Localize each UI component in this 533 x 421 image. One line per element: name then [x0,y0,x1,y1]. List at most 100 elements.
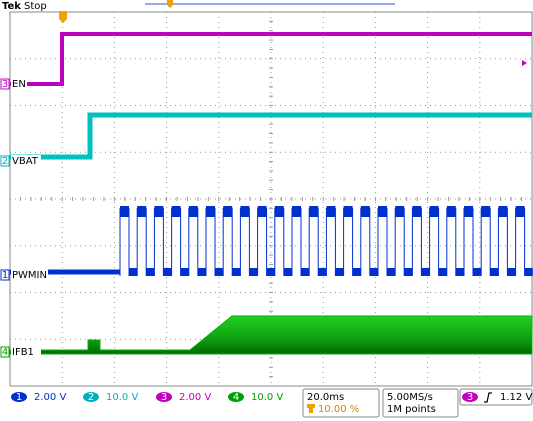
trigger-source: 3 [467,392,473,403]
channel-number: 4 [2,347,8,358]
pwmin-low [438,268,447,276]
pwmin-low [318,268,327,276]
channel-number: 1 [16,392,22,403]
pwmin-high [464,206,473,217]
pwmin-high [188,206,198,217]
pwmin-low [146,268,155,276]
pwmin-high [274,206,284,217]
pwmin-low [335,268,344,276]
pwmin-low [369,268,378,276]
label-bg [11,269,48,281]
status-bar: 20.0ms 10.00 % 5.00MS/s 1M points 3 1.12… [11,388,533,418]
pwmin-low [507,268,516,276]
channel-marker [0,269,10,281]
pwmin-low [129,268,138,276]
sample-rate: 5.00MS/s [387,392,433,403]
label-bg [11,155,41,167]
timebase-box [302,388,380,418]
trigger-position-marker [59,11,67,23]
pwmin-low [180,268,189,276]
view-marker [167,0,173,8]
trigger-level: 1.12 V [500,392,532,403]
pwmin-low [455,268,464,276]
pwmin-low [404,268,413,276]
pwmin-high [120,206,129,217]
channel-label: PWMIN [12,270,47,281]
channel-number: 3 [2,79,8,90]
channel-label: EN [12,79,26,90]
trigger-position-icon [307,404,315,413]
pwmin-high [446,206,456,217]
pwmin-high [137,206,147,217]
pwmin-low [352,268,361,276]
graticule-border [9,11,533,387]
channel-marker [0,78,10,90]
pwmin-low [301,268,310,276]
vbat-trace [10,112,532,160]
pwmin-high [326,206,336,217]
channel-number: 2 [88,392,94,403]
rising-edge-icon [484,392,492,403]
pwmin-high [429,206,439,217]
pwmin-high [206,206,215,217]
channel-label: IFB1 [12,347,34,358]
channel-scale: 2.00 V [34,392,66,403]
label-bg [11,78,27,90]
pwmin-low [215,268,224,276]
pwmin-high [395,206,405,217]
pwmin-low [473,268,482,276]
pwmin-high [171,206,181,217]
pwmin-low [283,268,292,276]
pwmin-low [524,268,533,276]
pwmin-low [421,268,430,276]
pwmin-high [257,206,267,217]
channel-scale: 10.0 V [251,392,283,403]
trigger-source-badge [462,392,478,402]
pwmin-high [515,206,525,217]
acquisition-box [382,388,459,418]
channel-marker [0,155,10,167]
channel-labels: 3 EN 2 VBAT 1 PWMIN 4 IFB1 [0,78,48,358]
channel-scale: 2.00 V [179,392,211,403]
channel-number: 3 [161,392,167,403]
pwmin-high [343,206,353,217]
channel-number: 2 [2,156,8,167]
channel-badge [11,392,27,402]
pwmin-high [412,206,422,217]
pwmin-trace [10,206,533,276]
pwmin-low [490,268,499,276]
pwmin-high [223,206,233,217]
brand: Tek [2,1,21,12]
pwmin-high [240,206,250,217]
channel-label: VBAT [12,156,39,167]
label-bg [11,346,41,358]
pwmin-low [197,268,206,276]
channel-badge [156,392,172,402]
acquisition-status: Stop [24,1,47,12]
en-trace [10,32,532,86]
pwmin-high [292,206,301,217]
channel-scale: 10.0 V [106,392,138,403]
ifb1-trace [9,315,533,355]
graticule [9,11,533,387]
timebase: 20.0ms [307,392,344,403]
channel-marker [0,346,10,358]
pwmin-low [232,268,241,276]
trigger-level-marker [522,60,527,66]
channel-badge [83,392,99,402]
pwmin-low [249,268,258,276]
pwmin-high [309,206,319,217]
pwmin-low [387,268,396,276]
pwmin-low [163,268,172,276]
pwmin-high [378,206,387,217]
trigger-position: 10.00 % [318,404,359,415]
pwmin-high [154,206,164,217]
channel-badge [228,392,244,402]
pwmin-high [360,206,370,217]
record-length: 1M points [387,404,436,415]
pwmin-high [498,206,508,217]
trigger-box [459,388,533,406]
channel-number: 1 [2,270,8,281]
channel-number: 4 [233,392,239,403]
